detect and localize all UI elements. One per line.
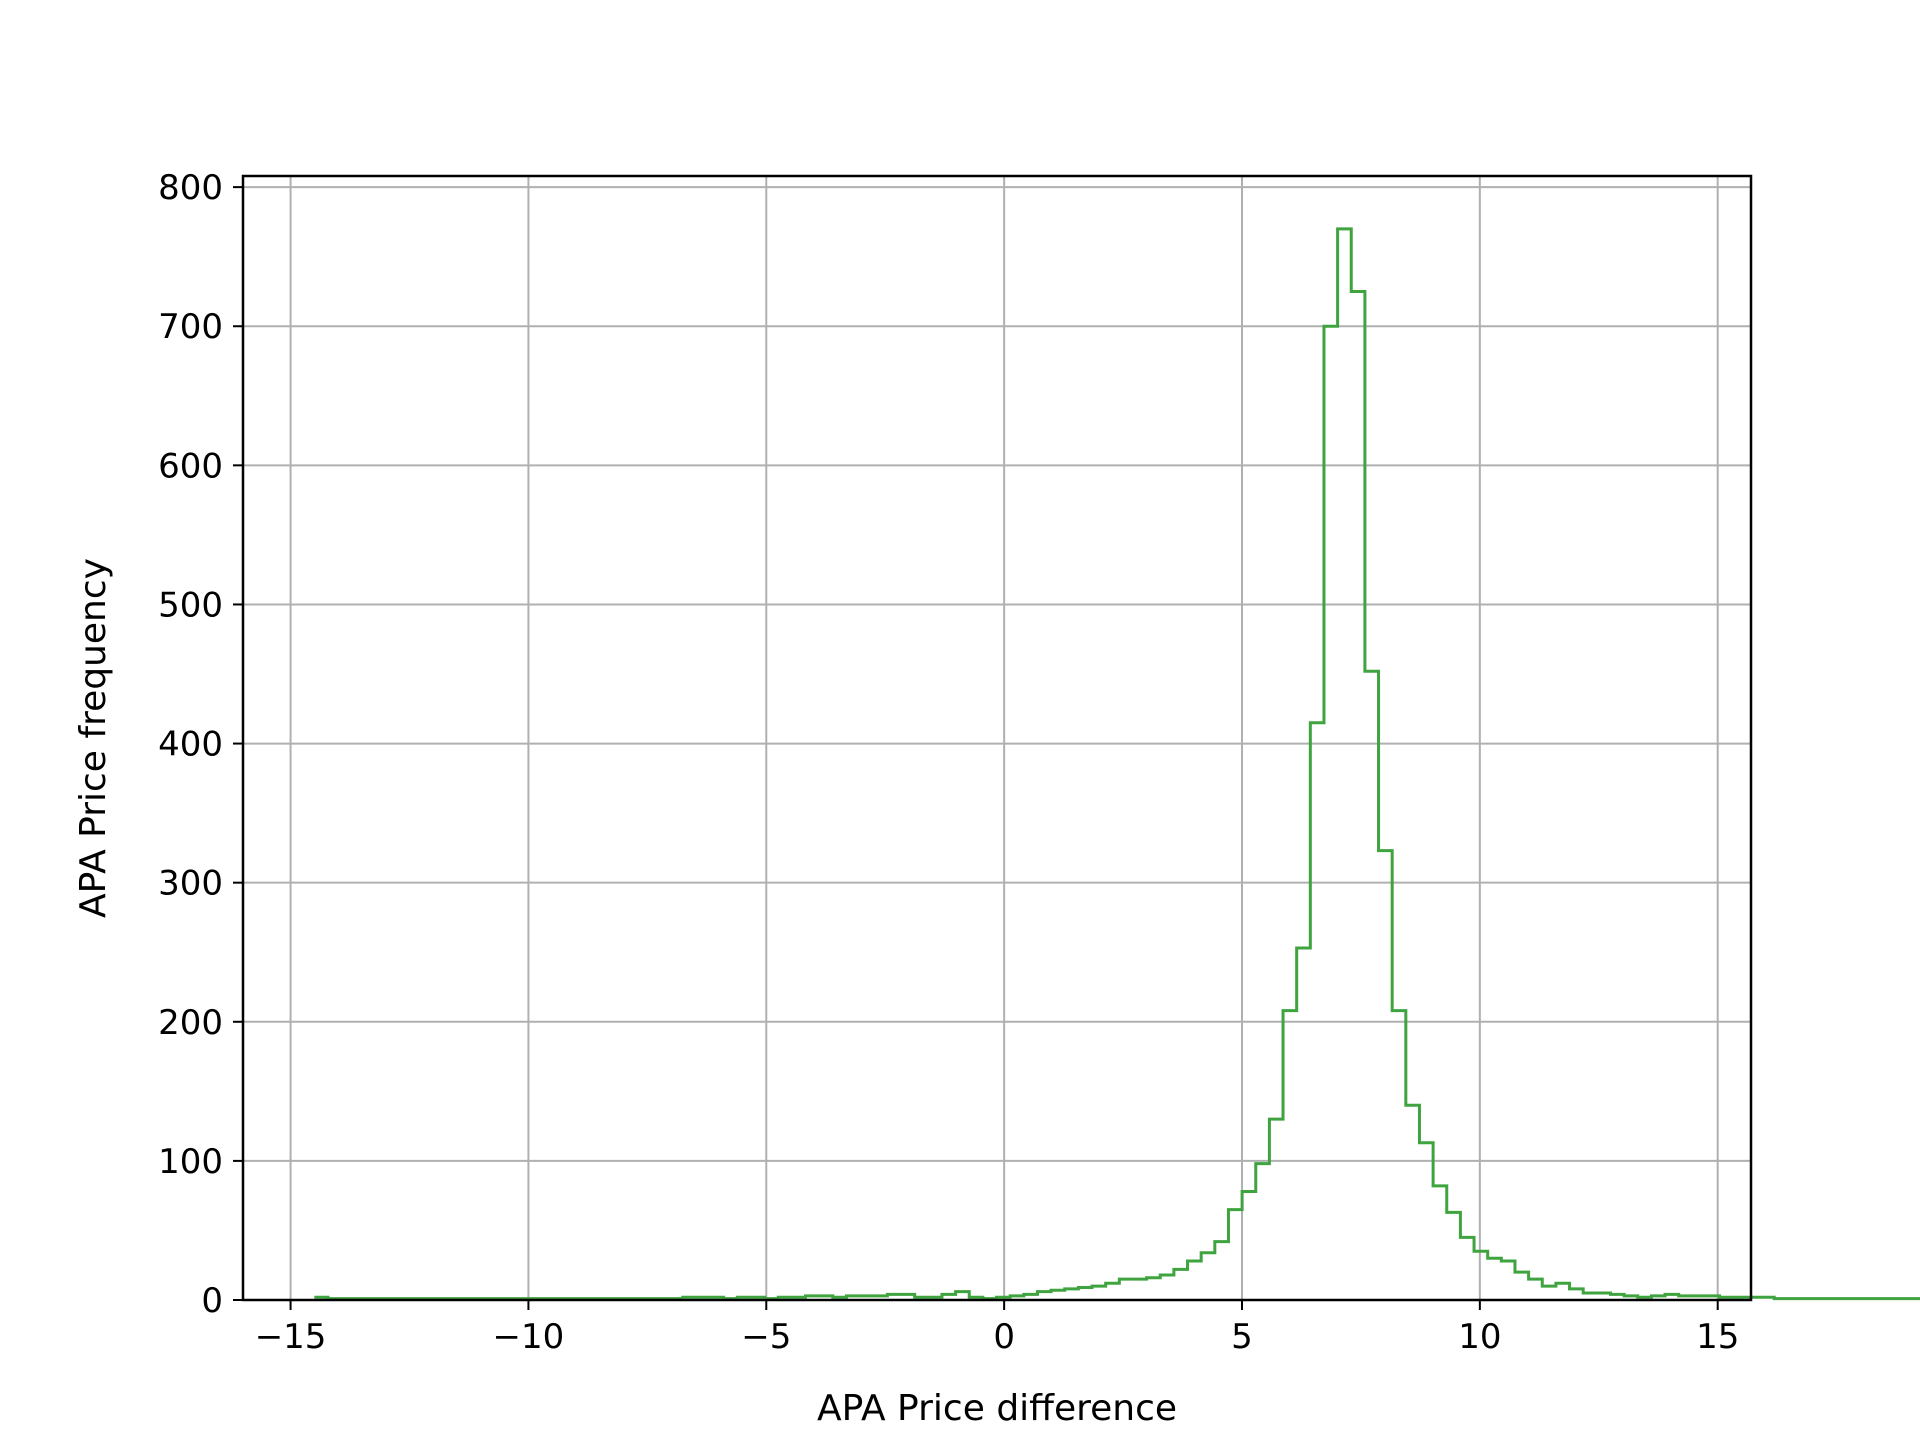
- histogram-step-line: [314, 227, 1920, 1301]
- x-tick-label: −5: [741, 1317, 791, 1357]
- y-tick-label: 400: [158, 725, 223, 765]
- y-tick-label: 100: [158, 1142, 223, 1182]
- x-tick-label: −10: [493, 1317, 565, 1357]
- y-tick-label: 0: [201, 1281, 223, 1321]
- y-tick-label: 700: [158, 307, 223, 347]
- x-tick-label: 5: [1231, 1317, 1253, 1357]
- x-tick-label: 0: [993, 1317, 1015, 1357]
- x-tick-label: 10: [1458, 1317, 1501, 1357]
- y-tick-label: 200: [158, 1003, 223, 1043]
- y-tick-label: 600: [158, 446, 223, 486]
- y-axis-label: APA Price frequency: [73, 558, 114, 918]
- x-axis: −15 −10 −5 0 5 10 15: [255, 1300, 1739, 1357]
- y-tick-label: 800: [158, 168, 223, 208]
- plot-frame: [241, 174, 1753, 1302]
- x-tick-label: −15: [255, 1317, 327, 1357]
- x-tick-label: 15: [1696, 1317, 1739, 1357]
- y-tick-label: 500: [158, 585, 223, 625]
- grid-lines: [243, 176, 1751, 1301]
- y-axis: 0 100 200 300 400 500 600 700 800: [158, 168, 243, 1321]
- y-tick-label: 300: [158, 864, 223, 904]
- x-axis-label: APA Price difference: [817, 1388, 1177, 1429]
